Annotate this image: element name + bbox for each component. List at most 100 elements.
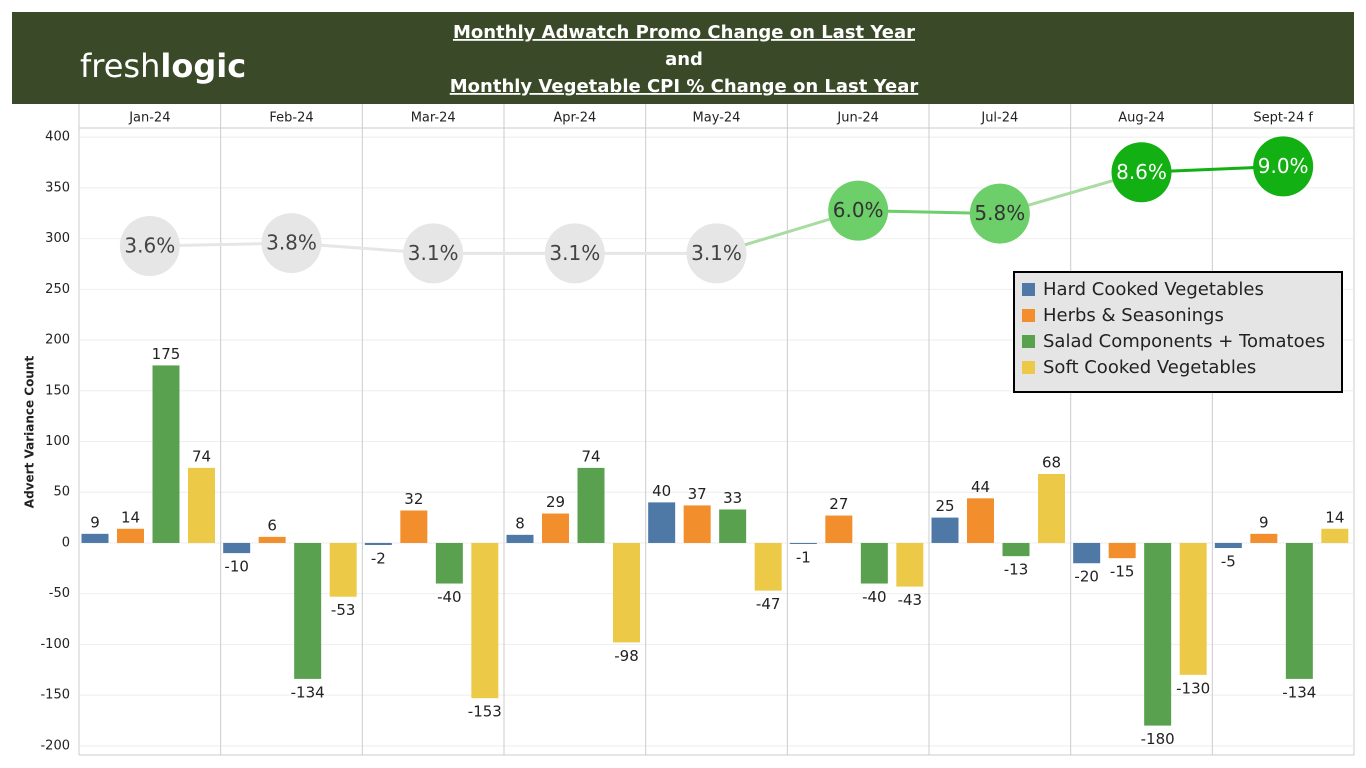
x-tick-label: May-24 [693,111,741,126]
bar [1073,542,1101,564]
data-label: 8 [515,514,525,532]
data-label: 74 [581,447,600,465]
legend-label: Soft Cooked Vegetables [1043,357,1256,378]
data-label: -1 [796,548,811,566]
data-label: 25 [935,497,954,515]
bar [117,528,144,543]
bar [364,542,392,545]
cpi-label: 3.1% [408,241,459,265]
x-tick-label: Aug-24 [1118,111,1165,126]
cpi-label: 5.8% [974,201,1025,225]
data-label: -10 [224,558,249,576]
y-tick-label: -100 [40,637,70,652]
data-label: -180 [1141,730,1175,748]
data-label: -13 [1004,561,1029,579]
x-tick-label: Apr-24 [553,111,596,126]
legend-swatch [1022,283,1035,296]
data-label: 27 [829,495,848,513]
legend-swatch [1022,335,1035,348]
data-label: -43 [898,591,923,609]
cpi-marker [403,223,464,284]
y-tick-label: 50 [53,485,70,500]
bar [1285,542,1313,679]
cpi-label: 9.0% [1258,154,1309,178]
data-label: -15 [1110,563,1135,581]
cpi-label: 3.1% [691,241,742,265]
y-tick-label: -150 [40,688,70,703]
data-label: 6 [267,516,277,534]
cpi-marker [1253,136,1314,197]
y-tick-label: 400 [45,130,70,145]
cpi-marker [969,183,1030,244]
bar [896,542,924,587]
x-tick-label: Jan-24 [128,111,170,126]
cpi-label: 8.6% [1116,160,1167,184]
y-tick-label: 250 [45,282,70,297]
chart-title: Monthly Adwatch Promo Change on Last Yea… [453,22,915,43]
bar [825,515,853,543]
bar [967,498,994,543]
y-tick-label: -200 [40,738,70,753]
legend-swatch [1022,361,1035,374]
chart-title: Monthly Vegetable CPI % Change on Last Y… [450,76,919,97]
data-label: -53 [331,601,356,619]
y-tick-label: -50 [49,586,70,601]
legend-box [1013,271,1343,393]
bar [471,542,499,699]
data-label: 44 [971,478,990,496]
cpi-marker [828,180,889,241]
data-label: 9 [90,513,100,531]
bar [1108,542,1136,559]
bar [329,542,357,597]
data-label: 29 [546,493,565,511]
cpi-marker [1111,142,1172,203]
data-label: -134 [1282,683,1316,701]
cpi-marker [544,223,605,284]
data-label: -134 [291,683,325,701]
data-label: -153 [468,703,502,721]
y-tick-label: 0 [62,535,70,550]
data-label: -40 [862,588,887,606]
bar [188,467,215,543]
y-tick-label: 300 [45,231,70,246]
data-label: 40 [652,482,671,500]
cpi-label: 6.0% [833,198,884,222]
x-tick-label: Mar-24 [411,111,456,126]
bar [294,542,322,679]
bar [1250,533,1278,543]
legend-label: Hard Cooked Vegetables [1043,279,1264,300]
data-label: -5 [1221,553,1236,571]
cpi-label: 3.6% [124,234,175,258]
data-label: 68 [1042,453,1061,471]
data-label: 14 [121,508,140,526]
cpi-marker [119,216,180,277]
x-tick-label: Feb-24 [269,111,313,126]
bar [258,536,286,543]
data-label: -98 [614,647,639,665]
bar [577,467,605,543]
cpi-label: 3.8% [266,231,317,255]
logo-part: fresh [80,47,160,85]
bar [506,534,534,543]
bar [1144,542,1172,726]
bar [542,513,569,543]
header-band [12,12,1354,104]
data-label: 32 [404,490,423,508]
bar [754,542,782,591]
bar [860,542,888,584]
y-tick-label: 100 [45,434,70,449]
bar [1214,542,1242,549]
data-label: 37 [688,485,707,503]
y-tick-label: 150 [45,383,70,398]
data-label: 74 [192,447,211,465]
cpi-label: 3.1% [549,241,600,265]
legend-label: Salad Components + Tomatoes [1043,331,1325,352]
logo-part: logic [160,47,246,85]
x-tick-label: Jul-24 [980,111,1018,126]
bar [1321,528,1349,543]
data-label: -47 [756,595,781,613]
y-axis-label: Advert Variance Count [23,356,37,509]
data-label: 175 [152,345,181,363]
